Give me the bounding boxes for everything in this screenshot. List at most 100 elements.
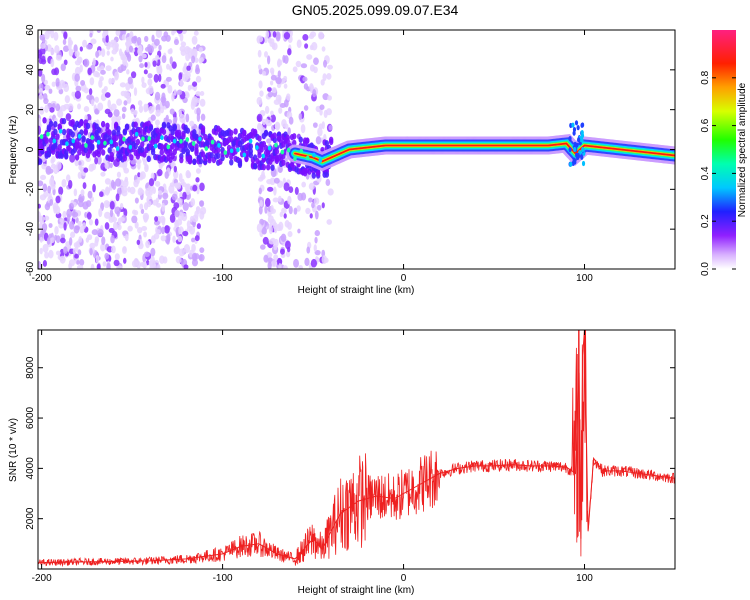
spectrogram-noise-speck (44, 30, 50, 40)
spectrogram-noise-speck (171, 30, 175, 36)
spectrogram-noise-speck (110, 103, 117, 111)
spectrogram-noise-speck (274, 122, 280, 130)
spectrogram-noise-speck (165, 126, 170, 137)
spectrogram-noise-speck (323, 109, 328, 119)
spectrogram-noise-speck (121, 185, 128, 194)
spectrogram-halo-speck (129, 154, 134, 161)
spectrogram-noise-speck (192, 184, 198, 192)
spectrogram-noise-speck (63, 59, 68, 66)
spectrogram-noise-speck (267, 186, 274, 192)
spectrogram-noise-speck (284, 123, 289, 130)
spectrogram-halo-speck (229, 159, 234, 166)
spectrogram-noise-speck (178, 109, 183, 117)
spectrogram-noise-speck (138, 105, 144, 113)
spectrogram-noise-speck (115, 30, 121, 36)
spectrogram-noise-speck (259, 199, 263, 207)
spectrogram-noise-speck (139, 171, 146, 180)
spectrogram-noise-speck (71, 91, 75, 97)
spectrogram-disturbance-blob (577, 137, 581, 143)
spectrogram-noise-speck (79, 46, 83, 52)
spectrogram-y-tick-label: 20 (25, 104, 36, 116)
spectrogram-halo-speck (116, 125, 121, 133)
spectrogram-halo-speck (187, 157, 193, 164)
spectrogram-noise-speck (276, 59, 281, 68)
snr-y-tick-label: 2000 (25, 507, 36, 530)
spectrogram-noise-speck (150, 114, 156, 121)
spectrogram-noise-speck (165, 34, 171, 42)
spectrogram-noise-speck (64, 95, 71, 104)
spectrogram-noise-speck (38, 203, 41, 209)
spectrogram-noise-speck (165, 114, 169, 122)
spectrogram-noise-speck (278, 221, 284, 231)
spectrogram-noise-speck (147, 73, 153, 79)
spectrogram-noise-speck (187, 84, 192, 91)
spectrogram-noise-speck (160, 96, 167, 104)
spectrogram-ridge-blob (255, 145, 259, 150)
spectrogram-disturbance-blob (576, 125, 580, 131)
spectrogram-noise-speck (106, 50, 110, 56)
spectrogram-noise-speck (168, 65, 173, 71)
spectrogram-noise-speck (102, 261, 107, 267)
spectrogram-noise-speck (185, 92, 190, 99)
spectrogram-noise-speck (256, 96, 263, 106)
spectrogram-noise-speck (69, 153, 76, 163)
spectrogram-noise-speck (113, 109, 120, 117)
spectrogram-noise-speck (317, 127, 323, 137)
spectrogram-noise-speck (57, 110, 64, 118)
spectrogram-ridge-blob (198, 136, 202, 142)
spectrogram-noise-speck (303, 105, 309, 111)
spectrogram-noise-speck (277, 70, 282, 78)
spectrogram-noise-speck (268, 224, 273, 235)
spectrogram-noise-speck (59, 79, 65, 89)
spectrogram-noise-speck (115, 193, 120, 202)
spectrogram-noise-speck (104, 108, 111, 115)
spectrogram-noise-speck (173, 169, 179, 179)
spectrogram-noise-speck (86, 211, 92, 220)
spectrogram-halo-speck (83, 128, 88, 135)
spectrogram-noise-speck (266, 87, 272, 92)
spectrogram-noise-speck (287, 195, 292, 205)
spectrogram-ridge-blob (312, 152, 316, 158)
spectrogram-noise-speck (109, 162, 113, 169)
spectrogram-noise-speck (145, 259, 150, 266)
spectrogram-noise-speck (268, 238, 276, 245)
spectrogram-noise-speck (186, 65, 191, 71)
spectrogram-noise-speck (199, 200, 204, 207)
spectrogram-noise-speck (147, 85, 154, 95)
spectrogram-noise-speck (74, 158, 79, 167)
spectrogram-noise-speck (296, 205, 301, 212)
spectrogram-noise-speck (73, 225, 80, 234)
spectrogram-ridge-blob (261, 153, 266, 159)
spectrogram-halo-speck (237, 160, 243, 167)
spectrogram-noise-speck (326, 219, 333, 225)
spectrogram-noise-speck (133, 47, 139, 57)
spectrogram-noise-speck (171, 92, 175, 102)
spectrogram-halo-speck (324, 140, 330, 147)
spectrogram-noise-speck (97, 228, 104, 237)
spectrogram-noise-speck (161, 55, 167, 64)
spectrogram-y-tick-label: 40 (25, 64, 36, 76)
spectrogram-noise-speck (116, 265, 123, 269)
spectrogram-noise-speck (327, 64, 333, 70)
spectrogram-noise-speck (166, 239, 170, 245)
spectrogram-noise-speck (286, 93, 291, 101)
spectrogram-noise-speck (164, 225, 170, 234)
spectrogram-noise-speck (59, 218, 65, 224)
spectrogram-noise-speck (48, 223, 53, 229)
spectrogram-noise-speck (319, 104, 325, 110)
spectrogram-y-tick-label: 60 (25, 24, 36, 36)
spectrogram-halo-speck (292, 133, 297, 140)
spectrogram-noise-speck (154, 91, 161, 101)
spectrogram-noise-speck (159, 215, 166, 224)
spectrogram-noise-speck (297, 192, 304, 201)
spectrogram-halo-speck (44, 137, 49, 144)
spectrogram-noise-speck (137, 161, 141, 170)
spectrogram-halo-speck (263, 130, 269, 137)
spectrogram-noise-speck (40, 230, 45, 236)
spectrogram-noise-speck (283, 213, 287, 219)
spectrogram-ridge-blob (166, 144, 171, 150)
spectrogram-noise-speck (112, 42, 117, 51)
spectrogram-ridge-blob (153, 143, 158, 149)
spectrogram-noise-speck (274, 238, 279, 248)
colorbar-tick-label: 0.8 (700, 70, 711, 84)
